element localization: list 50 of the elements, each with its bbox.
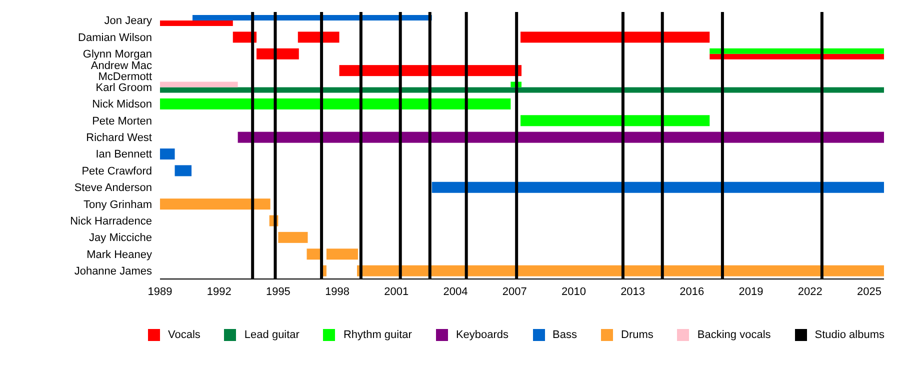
x-tick-label: 1992	[206, 286, 232, 298]
x-tick-label: 2013	[620, 286, 646, 298]
bar	[357, 265, 884, 276]
x-tick-label: 2022	[798, 286, 822, 298]
y-tick-label: Mark Heaney	[86, 248, 152, 261]
text: Studio albums	[814, 329, 884, 341]
y-tick-label: Karl Groom	[96, 82, 152, 94]
x-tick-label: 2007	[502, 286, 527, 298]
y-tick-label: Pete Crawford	[82, 165, 152, 178]
x-tick-label: 2019	[738, 286, 764, 298]
legend-label: Vocals	[168, 329, 200, 341]
bar	[160, 198, 270, 210]
y-tick-label: Steve Anderson	[74, 182, 152, 194]
bar	[256, 48, 299, 60]
x-tick-label: 2004	[443, 286, 468, 298]
y-tick-label: Johanne James	[74, 266, 152, 278]
y-tick-label: Richard West	[86, 132, 152, 144]
bar	[298, 32, 340, 43]
bar	[160, 82, 238, 88]
bar	[432, 182, 884, 193]
x-tick-label: 2016	[680, 286, 704, 298]
y-tick-label: Tony Grinham	[84, 198, 152, 211]
y-tick-label: Damian Wilson	[78, 32, 152, 44]
x-tick-label: 2010	[561, 286, 586, 298]
bar	[326, 248, 358, 260]
legend-label: Backing vocals	[697, 329, 771, 341]
x-tick-label: 1998	[325, 286, 350, 298]
legend-label: Keyboards	[456, 329, 509, 341]
legend-label: Bass	[552, 329, 578, 341]
x-tick-label: 2025	[856, 286, 882, 298]
legend-label: Lead guitar	[244, 329, 300, 341]
legend-label: Rhythm guitar	[343, 329, 412, 341]
bar	[160, 87, 884, 93]
y-tick-label: Pete Morten	[92, 115, 152, 128]
x-tick-label: 2001	[384, 286, 409, 298]
y-tick-label: Nick Midson	[92, 98, 152, 111]
y-tick-label: Glynn Morgan	[82, 48, 152, 61]
y-tick-label: Jon Jeary	[104, 15, 152, 28]
y-tick-label: Jay Micciche	[89, 232, 152, 244]
bar	[278, 232, 308, 243]
bar	[174, 165, 192, 176]
x-tick-label: 1995	[266, 286, 290, 298]
legend-label: Drums	[621, 329, 654, 341]
bar	[339, 65, 522, 76]
y-tick-label: Nick Harradence	[70, 216, 152, 228]
y-tick-label: Andrew Mac McDermott	[90, 60, 152, 83]
bar	[160, 148, 175, 160]
x-tick-label: 1989	[148, 286, 172, 298]
bar	[238, 132, 884, 143]
y-tick-label: Ian Bennett	[96, 148, 152, 161]
